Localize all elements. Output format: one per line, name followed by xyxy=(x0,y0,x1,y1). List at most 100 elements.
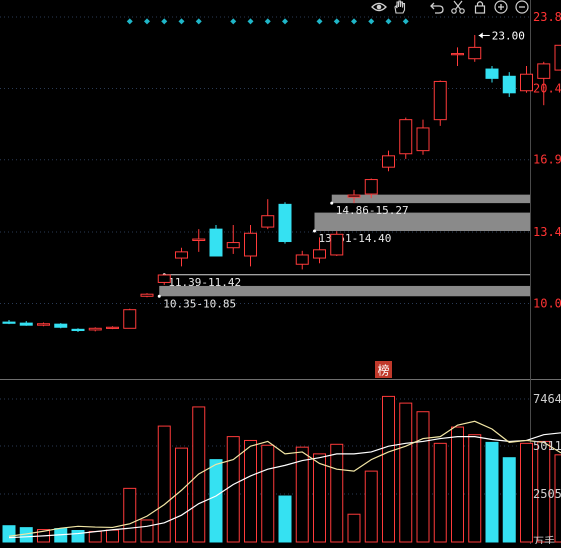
candle[interactable] xyxy=(106,326,119,330)
candle[interactable] xyxy=(399,117,413,159)
chart-toolbar xyxy=(366,0,561,14)
candle[interactable] xyxy=(416,119,430,155)
volume-bar[interactable] xyxy=(502,457,516,543)
candle[interactable] xyxy=(140,293,154,298)
rank-badge-label: 榜 xyxy=(377,363,389,378)
volume-bar[interactable] xyxy=(330,443,344,543)
volume-bar[interactable] xyxy=(451,426,464,543)
zoom-out-icon[interactable] xyxy=(514,0,530,14)
volume-bar[interactable] xyxy=(485,441,499,543)
candle-body xyxy=(19,322,33,326)
signal-marker: ◆ xyxy=(127,16,133,27)
candle[interactable] xyxy=(313,237,326,264)
candle-body xyxy=(140,293,154,297)
reference-label: 11.39-11.42 xyxy=(168,276,241,289)
candle[interactable] xyxy=(123,308,137,329)
volume-bar[interactable] xyxy=(123,487,137,543)
volume-bar[interactable] xyxy=(382,395,395,543)
candle[interactable] xyxy=(71,328,85,333)
signal-marker: ◆ xyxy=(265,16,271,27)
candle-body xyxy=(54,323,68,328)
candle-body xyxy=(192,238,206,241)
volume-bar[interactable] xyxy=(209,459,223,543)
candlestick-series[interactable] xyxy=(2,34,561,333)
lock-icon[interactable] xyxy=(472,0,488,14)
zoom-in-icon[interactable] xyxy=(493,0,509,14)
candle[interactable] xyxy=(468,34,482,62)
candle[interactable] xyxy=(244,225,257,267)
candle[interactable] xyxy=(192,229,206,252)
candle[interactable] xyxy=(347,189,361,204)
candle[interactable] xyxy=(485,65,499,83)
volume-tick-label: 7464 xyxy=(533,392,561,406)
volume-bar[interactable] xyxy=(278,495,292,543)
price-tick-label: 16.96 xyxy=(533,153,561,167)
candle[interactable] xyxy=(502,72,516,97)
volume-bar[interactable] xyxy=(295,446,309,543)
candle[interactable] xyxy=(330,231,344,256)
volume-bar[interactable] xyxy=(399,402,413,543)
high-annotation-label: 23.00 xyxy=(492,29,525,42)
candle[interactable] xyxy=(54,323,68,329)
candle[interactable] xyxy=(2,320,16,325)
rank-badge-bg xyxy=(375,361,392,378)
signal-marker: ◆ xyxy=(334,16,340,27)
undo-icon[interactable] xyxy=(429,0,445,14)
zone-label: 10.35-10.85 xyxy=(163,297,236,310)
candle-body xyxy=(226,242,240,249)
candle[interactable] xyxy=(278,202,292,244)
candle[interactable] xyxy=(37,322,50,327)
candle[interactable] xyxy=(537,61,551,106)
candle-body xyxy=(244,232,257,257)
eye-icon[interactable] xyxy=(371,0,387,14)
volume-bar[interactable] xyxy=(226,436,240,543)
volume-bar[interactable] xyxy=(554,454,561,543)
volume-tick-label: 5011 xyxy=(533,439,561,453)
volume-bar[interactable] xyxy=(261,444,275,543)
volume-bar[interactable] xyxy=(433,442,447,543)
volume-bar[interactable] xyxy=(175,447,188,543)
volume-bar[interactable] xyxy=(364,470,378,543)
volume-bar[interactable] xyxy=(2,525,16,543)
candle[interactable] xyxy=(433,80,447,126)
volume-bar[interactable] xyxy=(244,439,257,543)
candle[interactable] xyxy=(19,321,33,326)
candle[interactable] xyxy=(382,150,395,172)
volume-panel[interactable] xyxy=(2,395,561,543)
volume-bar[interactable] xyxy=(157,425,171,543)
volume-bar[interactable] xyxy=(88,530,102,543)
rank-badge[interactable]: 榜 xyxy=(375,361,392,378)
volume-bar[interactable] xyxy=(106,529,119,543)
zone-anchor-dot xyxy=(330,201,334,205)
candle[interactable] xyxy=(554,44,561,71)
scissors-icon[interactable] xyxy=(450,0,466,14)
price-zone-layer: 10.35-10.85 13.51-14.40 14.86-15.27 11.39-1… xyxy=(157,194,530,310)
high-annotation-arrow xyxy=(478,32,483,39)
volume-bar[interactable] xyxy=(468,434,482,543)
hand-icon[interactable] xyxy=(392,0,408,14)
signal-marker: ◆ xyxy=(144,16,150,27)
candle[interactable] xyxy=(295,250,309,270)
signal-marker-row: ◆ ◆ ◆ ◆ ◆ ◆ ◆ ◆ ◆ ◆ ◆ ◆ ◆ ◆ ◆ xyxy=(127,16,409,27)
volume-bar[interactable] xyxy=(416,411,430,543)
candle[interactable] xyxy=(209,225,223,257)
candle-body xyxy=(502,75,516,94)
volume-bar[interactable] xyxy=(313,453,326,543)
volume-bar[interactable] xyxy=(140,519,154,543)
candle[interactable] xyxy=(157,274,171,285)
candle[interactable] xyxy=(261,199,275,230)
candle[interactable] xyxy=(451,47,464,66)
candle[interactable] xyxy=(88,327,102,332)
candle[interactable] xyxy=(364,178,378,199)
volume-bar[interactable] xyxy=(537,440,551,543)
candle[interactable] xyxy=(175,247,188,267)
candle-body xyxy=(278,203,292,243)
candle-body xyxy=(485,68,499,79)
candle[interactable] xyxy=(520,65,533,93)
volume-bar[interactable] xyxy=(520,442,533,543)
volume-bar[interactable] xyxy=(347,513,361,543)
volume-bar[interactable] xyxy=(71,530,85,543)
candle[interactable] xyxy=(226,225,240,254)
